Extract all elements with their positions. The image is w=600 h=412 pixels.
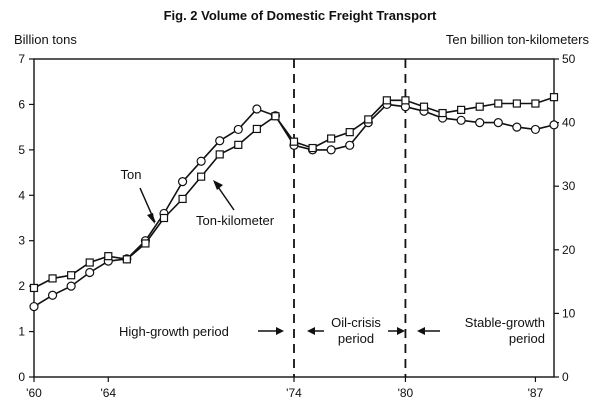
ton-data-point (233, 124, 243, 135)
stable-growth-period-label-line2: period (509, 331, 545, 346)
ton-data-point (549, 120, 559, 130)
period-dividers (293, 59, 407, 377)
ton-kilometer-data-point (327, 134, 336, 143)
ton-data-point (177, 177, 188, 187)
left-tick-label: 5 (18, 143, 25, 157)
x-tick-label: '87 (528, 386, 544, 400)
left-tick-label: 7 (18, 52, 25, 66)
ton-kilometer-data-point (475, 102, 484, 111)
ton-kilometer-data-point (401, 96, 410, 105)
ton-kilometer-data-point (308, 143, 317, 153)
ton-kilometer-data-point (48, 274, 57, 283)
ton-data-point (475, 117, 485, 128)
x-tick-label: '60 (26, 386, 42, 400)
left-tick-label: 3 (18, 234, 25, 248)
ton-kilometer-series-label: Ton-kilometer (196, 213, 275, 228)
ton-kilometer-data-point (67, 271, 76, 280)
chart-title: Fig. 2 Volume of Domestic Freight Transp… (164, 8, 437, 23)
left-tick-label: 1 (18, 325, 25, 339)
right-tick-label: 20 (562, 243, 576, 257)
ton-data-point (85, 267, 95, 278)
ton-series-label: Ton (121, 167, 142, 182)
ton-kilometer-data-point (531, 99, 540, 108)
ton-kilometer-data-point (252, 124, 261, 134)
ton-kilometer-data-point (85, 258, 94, 267)
ton-kilometer-data-point (178, 194, 187, 204)
ton-data-point (66, 281, 76, 291)
ton-kilometer-data-point (289, 137, 299, 146)
stable-growth-arrowhead (417, 327, 425, 335)
ton-data-point (530, 124, 541, 135)
axis-ticks: 0 1 2 3 4 5 6 7 0 10 20 30 40 50 '60 '64 '74 '80 '87 (18, 52, 575, 400)
oil-crisis-right-arrowhead (397, 327, 405, 335)
ton-kilometer-data-point (271, 112, 280, 121)
ton-pointer-arrowhead (147, 213, 155, 224)
ton-data-point (215, 136, 225, 146)
right-tick-label: 30 (562, 179, 576, 193)
ton-kilometer-data-point (29, 283, 39, 293)
ton-kilometer-data-point (549, 93, 559, 102)
high-growth-arrowhead (276, 327, 284, 335)
ton-data-point (326, 145, 336, 155)
ton-kilometer-data-point (197, 172, 206, 181)
ton-data-point (456, 115, 466, 125)
ton-kilometer-data-point (234, 140, 243, 149)
left-tick-label: 6 (18, 97, 25, 111)
ton-kilometer-data-point (345, 128, 354, 137)
left-tick-label: 0 (18, 370, 25, 384)
right-tick-label: 50 (562, 52, 576, 66)
oil-crisis-left-arrowhead (307, 327, 315, 335)
ton-kilometer-data-point (159, 213, 169, 223)
ton-kilometer-data-point (382, 96, 391, 105)
ton-kilometer-data-point (512, 99, 521, 108)
ton-kilometer-data-point (104, 252, 113, 261)
ton-kilometer-data-point (122, 255, 131, 264)
ton-kilometer-pointer-arrowhead (213, 180, 223, 190)
left-tick-label: 2 (18, 279, 25, 293)
oil-crisis-period-label-line2: period (338, 331, 374, 346)
oil-crisis-period-label-line1: Oil-crisis (331, 315, 381, 330)
right-tick-label: 0 (562, 370, 569, 384)
left-tick-label: 4 (18, 188, 25, 202)
x-tick-label: '80 (398, 386, 414, 400)
stable-growth-period-label-line1: Stable-growth (465, 315, 545, 330)
ton-data-point (47, 290, 58, 300)
left-axis-title: Billion tons (14, 32, 77, 47)
right-tick-label: 40 (562, 116, 576, 130)
ton-data-point (512, 122, 522, 132)
right-axis-title: Ten billion ton-kilometers (446, 32, 590, 47)
ton-data-point (196, 156, 206, 166)
x-tick-label: '64 (100, 386, 116, 400)
series-layer (29, 93, 559, 312)
ton-kilometer-data-point (215, 150, 224, 159)
ton-kilometer-data-point (364, 115, 373, 124)
ton-kilometer-data-point (494, 99, 503, 108)
x-tick-label: '74 (286, 386, 302, 400)
ton-kilometer-data-point (438, 108, 447, 118)
ton-data-point (345, 140, 355, 150)
ton-data-point (252, 104, 262, 114)
ton-data-point (493, 117, 503, 128)
high-growth-period-label: High-growth period (119, 324, 229, 339)
ton-kilometer-data-point (457, 105, 466, 114)
ton-kilometer-data-point (419, 102, 429, 111)
ton-kilometer-data-point (141, 239, 150, 248)
right-tick-label: 10 (562, 306, 576, 320)
ton-data-point (29, 301, 39, 312)
